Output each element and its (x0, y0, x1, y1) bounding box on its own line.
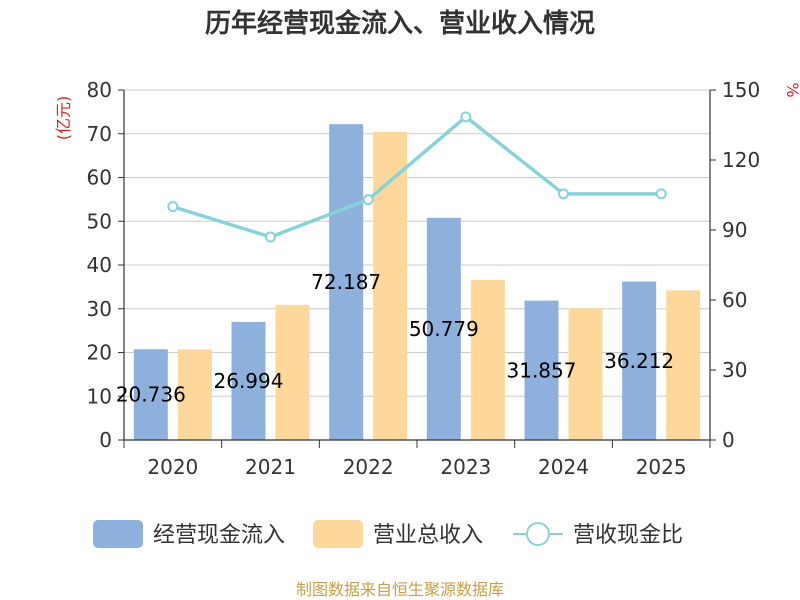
legend-item: 经营现金流入 (93, 520, 285, 548)
legend-label: 经营现金流入 (153, 523, 285, 548)
bar (373, 132, 408, 440)
y-left-tick-label: 60 (87, 166, 112, 190)
line-series (167, 111, 667, 243)
bar (275, 304, 310, 440)
bar (470, 279, 505, 440)
data-labels: 20.736 26.994 72.187 50.779 31.857 36.212 (116, 270, 674, 407)
line-point (655, 188, 667, 200)
bar-data-label: 72.187 (311, 270, 381, 294)
bar (231, 321, 266, 440)
y-left-tick-label: 50 (87, 209, 112, 233)
line-path (172, 115, 662, 239)
y-left-tick-label: 30 (87, 297, 112, 321)
legend-label: 营业总收入 (373, 523, 483, 548)
y-left-tick-label: 70 (87, 122, 112, 146)
bar-data-label: 20.736 (116, 383, 186, 407)
y-left-unit-label: (亿元) (54, 96, 73, 141)
bar (133, 349, 168, 440)
legend-item: 营业总收入 (313, 520, 483, 548)
bar (666, 290, 701, 440)
y-right-tick-label: 90 (722, 218, 747, 242)
y-left-tick-label: 20 (87, 341, 112, 365)
legend: 经营现金流入 营业总收入 营收现金比 (93, 520, 683, 548)
legend-swatch (93, 520, 143, 548)
line-point (558, 188, 569, 200)
y-right-unit-label: % (783, 82, 800, 97)
legend-marker (526, 522, 550, 546)
bar-data-label: 50.779 (409, 317, 479, 341)
x-tick-label: 2021 (245, 455, 296, 479)
bar-data-label: 36.212 (604, 349, 674, 373)
y-left-tick-label: 80 (87, 78, 112, 102)
bar-data-label: 31.857 (507, 358, 577, 382)
bar (177, 349, 212, 440)
y-right-tick-label: 30 (722, 358, 747, 382)
y-right-tick-label: 0 (722, 428, 735, 452)
bar (622, 281, 657, 440)
y-right-tick-label: 120 (722, 148, 760, 172)
legend-item: 营收现金比 (513, 522, 683, 548)
x-tick-label: 2020 (147, 455, 198, 479)
y-left-tick-label: 0 (99, 428, 112, 452)
bar (426, 217, 461, 440)
chart-title: 历年经营现金流入、营业收入情况 (205, 8, 595, 39)
source-note: 制图数据来自恒生聚源数据库 (296, 580, 504, 599)
line-point (265, 231, 276, 243)
line-point (460, 111, 472, 123)
y-left-tick-label: 10 (87, 384, 112, 408)
axes (118, 89, 716, 448)
line-point (362, 194, 374, 206)
bar-data-label: 26.994 (214, 369, 284, 393)
legend-swatch (313, 520, 363, 548)
x-tick-label: 2023 (440, 455, 491, 479)
x-tick-label: 2022 (343, 455, 394, 479)
bar (329, 124, 364, 440)
bar (568, 308, 603, 440)
y-right-tick-label: 150 (722, 78, 760, 102)
x-tick-label: 2024 (538, 455, 589, 479)
y-right-tick-label: 60 (722, 288, 747, 312)
legend-label: 营收现金比 (573, 523, 683, 548)
x-tick-label: 2025 (636, 455, 687, 479)
ticks: 0 10 20 30 40 50 60 70 80 0 30 60 90 120 150 2020 2021 20… (87, 78, 761, 479)
y-left-tick-label: 40 (87, 253, 112, 277)
bars (133, 124, 701, 440)
line-point (167, 201, 179, 213)
bar (524, 300, 559, 440)
